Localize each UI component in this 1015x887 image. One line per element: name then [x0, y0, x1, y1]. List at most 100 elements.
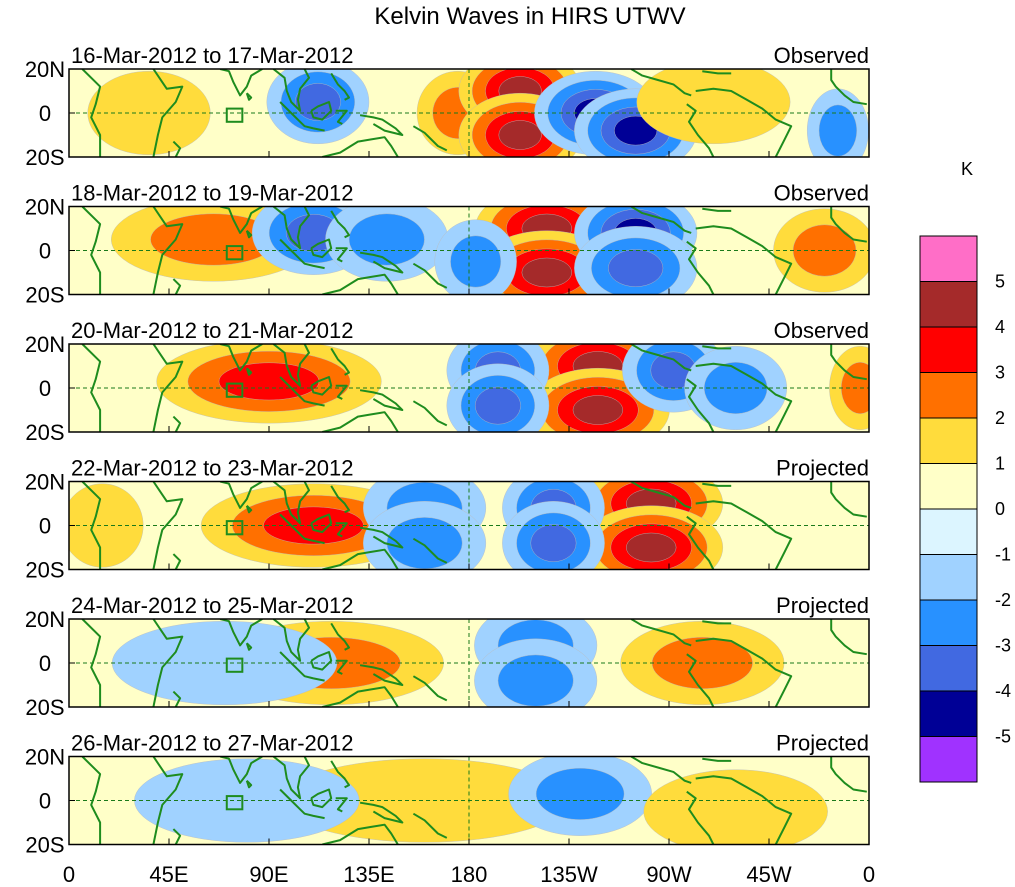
- coastline-16: [695, 362, 793, 432]
- coastline-5: [245, 367, 253, 376]
- coastline-7: [279, 376, 325, 407]
- colorbar-tick-label: -3: [995, 636, 1011, 656]
- coastline-13: [412, 675, 448, 702]
- anomaly-contour-p2-f8-l2: [450, 235, 502, 288]
- coastline-8: [310, 513, 333, 534]
- x-tick-label: 45E: [149, 862, 188, 887]
- colorbar-tick-label: 0: [995, 499, 1005, 519]
- coastline-8: [310, 238, 333, 259]
- y-tick-label: 0: [39, 376, 51, 401]
- coastline-18: [830, 481, 867, 518]
- coastline-10: [330, 760, 350, 789]
- colorbar-swatch: [919, 372, 978, 419]
- coastline-14: [630, 481, 692, 509]
- coastline-9: [335, 384, 348, 400]
- coastline-3: [172, 828, 182, 845]
- colorbar-unit-label: K: [961, 159, 973, 179]
- coastline-1: [81, 619, 102, 707]
- colorbar-swatch: [919, 281, 978, 328]
- anomaly-contour-p3-f3-l4: [572, 395, 623, 425]
- coastline-2: [152, 69, 184, 157]
- y-tick-label: 20N: [25, 195, 65, 220]
- colorbar-swatch: [919, 463, 978, 510]
- coastline-14: [630, 344, 692, 372]
- anomaly-contour-p1-f3-l4: [498, 120, 542, 150]
- coastline-7: [279, 513, 325, 545]
- coastline-4: [219, 756, 263, 784]
- coastline-4: [219, 344, 263, 372]
- colorbar-swatch: [919, 690, 978, 737]
- region-box: [225, 245, 244, 261]
- x-tick-label: 135W: [540, 862, 598, 887]
- coastline-2: [152, 206, 184, 295]
- coastline-8: [310, 788, 333, 809]
- coastline-2: [152, 344, 184, 432]
- anomaly-contour-p6-f2-l2: [535, 768, 625, 820]
- coastline-12: [322, 548, 399, 570]
- coastline-3: [172, 690, 182, 707]
- coastline-2: [152, 619, 184, 707]
- coastline-18: [830, 756, 867, 793]
- region-box: [225, 520, 244, 536]
- coastline-11: [359, 664, 404, 686]
- coastline-11: [359, 114, 404, 136]
- colorbar-swatch: [919, 554, 978, 601]
- coastline-6: [272, 206, 310, 250]
- panel-date-range: 16-Mar-2012 to 17-Mar-2012: [71, 43, 353, 68]
- coastline-12: [322, 411, 399, 432]
- coastline-4: [219, 481, 263, 509]
- coastline-17: [702, 345, 732, 350]
- coastline-16: [695, 775, 793, 845]
- anomaly-contour-p3-f1-l3: [218, 362, 320, 401]
- coastline-3: [172, 553, 182, 570]
- coastline-14: [630, 206, 692, 234]
- coastline-9: [335, 522, 348, 538]
- coastline-13: [412, 400, 448, 427]
- coastline-14: [630, 69, 692, 97]
- y-tick-label: 0: [39, 101, 51, 126]
- coastline-4: [219, 206, 263, 234]
- coastline-3: [172, 140, 182, 157]
- anomaly-contour-p1-f9-l2: [818, 104, 857, 157]
- coastline-3: [172, 278, 182, 295]
- colorbar-tick-label: -2: [995, 590, 1011, 610]
- coastline-5: [245, 779, 253, 789]
- colorbar-tick-label: 2: [995, 408, 1005, 428]
- coastline-15: [686, 515, 715, 570]
- coastline-9: [335, 109, 348, 125]
- y-tick-label: 20S: [25, 558, 64, 583]
- coastline-1: [81, 756, 102, 845]
- coastline-8: [310, 651, 333, 671]
- colorbar-swatch: [919, 417, 978, 464]
- panel-field: [69, 206, 869, 295]
- coastline-15: [686, 790, 715, 845]
- y-tick-label: 20N: [25, 470, 65, 495]
- x-tick-label: 0: [863, 862, 875, 887]
- coastline-12: [322, 136, 399, 157]
- y-tick-label: 20S: [25, 695, 64, 720]
- coastline-1: [81, 481, 102, 570]
- colorbar: K 5 4 3 2 1 0 -1 -2 -3 -4 -5: [919, 159, 1011, 783]
- y-tick-label: 0: [39, 239, 51, 264]
- colorbar-swatch: [919, 326, 978, 373]
- colorbar-tick-label: -5: [995, 727, 1011, 747]
- coastline-17: [702, 482, 732, 487]
- coastline-7: [279, 788, 325, 820]
- coastline-13: [412, 262, 448, 289]
- coastline-5: [245, 92, 253, 101]
- y-tick-label: 0: [39, 789, 51, 814]
- coastline-16: [695, 87, 793, 157]
- panel-field: [69, 619, 869, 707]
- coastline-2: [152, 756, 184, 845]
- coastline-9: [335, 247, 348, 263]
- coastline-5: [245, 229, 253, 239]
- coastline-6: [272, 69, 310, 112]
- colorbar-tick-label: -1: [995, 545, 1011, 565]
- coastline-18: [830, 206, 867, 243]
- anomaly-contour-p2-f7-l2: [348, 213, 425, 266]
- anomaly-contour-p4-f3-l4: [626, 532, 677, 563]
- coastline-18: [830, 344, 867, 381]
- colorbar-tick-label: 3: [995, 363, 1005, 383]
- coastline-4: [219, 619, 263, 647]
- coastline-13: [412, 125, 448, 152]
